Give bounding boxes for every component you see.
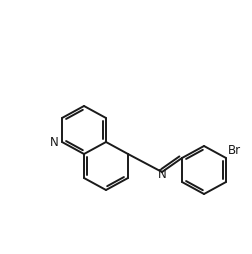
Text: Br: Br <box>227 144 240 156</box>
Text: N: N <box>49 135 58 149</box>
Text: N: N <box>157 168 166 182</box>
